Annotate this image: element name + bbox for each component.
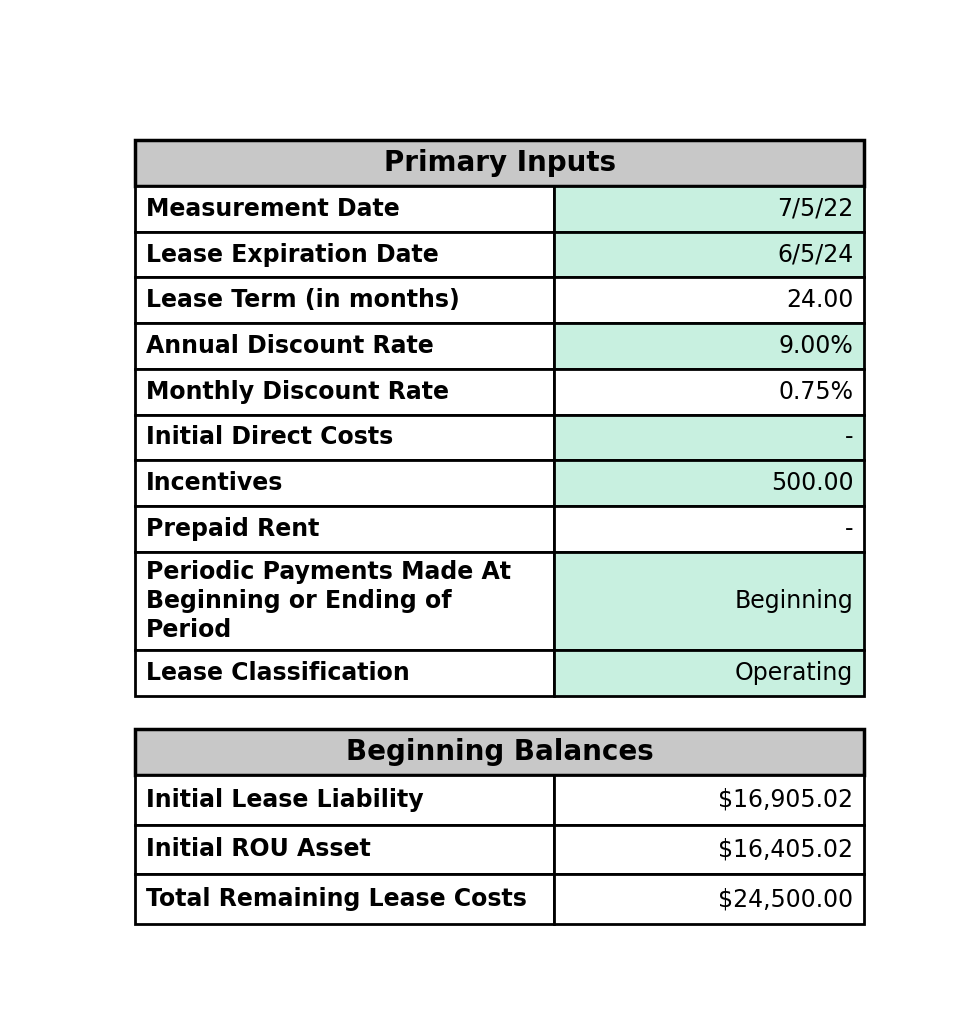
Text: 7/5/22: 7/5/22 [777,197,853,221]
Text: Beginning: Beginning [734,589,853,613]
Bar [136,775,555,824]
Bar [555,461,864,506]
Bar [555,231,864,278]
Text: 500.00: 500.00 [770,471,853,496]
Text: -: - [844,426,853,450]
Bar [136,415,555,461]
Text: Lease Expiration Date: Lease Expiration Date [146,243,439,266]
Text: 24.00: 24.00 [786,289,853,312]
Text: Operating: Operating [735,662,853,685]
Text: Beginning Balances: Beginning Balances [346,738,653,766]
Bar [555,324,864,369]
Text: Annual Discount Rate: Annual Discount Rate [146,334,434,358]
Text: Primary Inputs: Primary Inputs [383,150,616,177]
Bar [555,186,864,231]
Bar [136,369,555,415]
Text: 0.75%: 0.75% [778,380,853,403]
Text: Incentives: Incentives [146,471,284,496]
Text: $24,500.00: $24,500.00 [719,887,853,911]
Text: Monthly Discount Rate: Monthly Discount Rate [146,380,449,403]
Text: Prepaid Rent: Prepaid Rent [146,517,320,541]
Text: Initial Direct Costs: Initial Direct Costs [146,426,393,450]
Bar [136,140,864,186]
Bar [555,775,864,824]
Text: Periodic Payments Made At
Beginning or Ending of
Period: Periodic Payments Made At Beginning or E… [146,560,511,642]
Text: Lease Term (in months): Lease Term (in months) [146,289,460,312]
Bar [555,415,864,461]
Bar [136,824,555,874]
Bar [136,506,555,552]
Bar [136,324,555,369]
Bar [136,552,555,650]
Bar [555,650,864,696]
Bar [136,650,555,696]
Bar [136,461,555,506]
Text: $16,905.02: $16,905.02 [719,787,853,812]
Bar [136,278,555,324]
Text: Lease Classification: Lease Classification [146,662,410,685]
Text: Total Remaining Lease Costs: Total Remaining Lease Costs [146,887,526,911]
Bar [555,506,864,552]
Text: 6/5/24: 6/5/24 [777,243,853,266]
Text: Initial ROU Asset: Initial ROU Asset [146,838,370,861]
Bar [555,552,864,650]
Text: -: - [844,517,853,541]
Text: 9.00%: 9.00% [779,334,853,358]
Bar [136,874,555,924]
Bar [555,874,864,924]
Text: Measurement Date: Measurement Date [146,197,400,221]
Bar [136,729,864,775]
Bar [136,186,555,231]
Bar [555,824,864,874]
Text: Initial Lease Liability: Initial Lease Liability [146,787,424,812]
Text: $16,405.02: $16,405.02 [719,838,853,861]
Bar [136,231,555,278]
Bar [555,369,864,415]
Bar [555,278,864,324]
